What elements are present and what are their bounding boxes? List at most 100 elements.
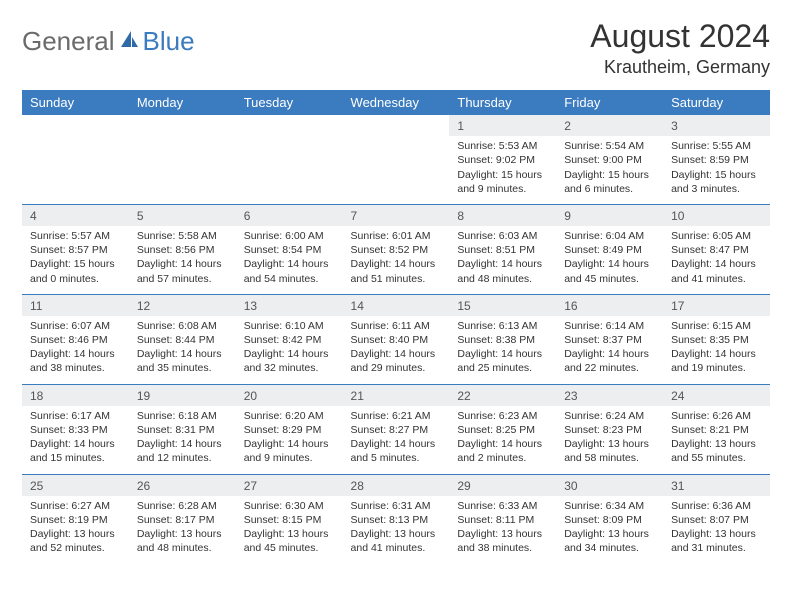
day-info-cell: Sunrise: 6:36 AMSunset: 8:07 PMDaylight:… xyxy=(663,496,770,564)
day-number: 26 xyxy=(137,479,150,493)
day-info-cell: Sunrise: 6:20 AMSunset: 8:29 PMDaylight:… xyxy=(236,406,343,474)
day-info-cell: Sunrise: 6:07 AMSunset: 8:46 PMDaylight:… xyxy=(22,316,129,384)
day-number: 7 xyxy=(351,209,358,223)
day-number-cell: 20 xyxy=(236,384,343,406)
day-number: 18 xyxy=(30,389,43,403)
sunset-text: Sunset: 8:59 PM xyxy=(671,153,762,167)
daylight-text: Daylight: 14 hours and 2 minutes. xyxy=(457,437,548,465)
day-number: 22 xyxy=(457,389,470,403)
day-number-cell: 23 xyxy=(556,384,663,406)
weekday-header: Tuesday xyxy=(236,90,343,115)
day-number: 6 xyxy=(244,209,251,223)
sunset-text: Sunset: 8:33 PM xyxy=(30,423,121,437)
day-number-cell: 16 xyxy=(556,294,663,316)
sunset-text: Sunset: 8:23 PM xyxy=(564,423,655,437)
day-info-cell: Sunrise: 6:27 AMSunset: 8:19 PMDaylight:… xyxy=(22,496,129,564)
sunrise-text: Sunrise: 6:07 AM xyxy=(30,319,121,333)
day-info-cell: Sunrise: 6:21 AMSunset: 8:27 PMDaylight:… xyxy=(343,406,450,474)
sunrise-text: Sunrise: 6:28 AM xyxy=(137,499,228,513)
month-title: August 2024 xyxy=(590,18,770,55)
daylight-text: Daylight: 15 hours and 6 minutes. xyxy=(564,168,655,196)
day-info-cell: Sunrise: 6:23 AMSunset: 8:25 PMDaylight:… xyxy=(449,406,556,474)
weekday-header: Thursday xyxy=(449,90,556,115)
daylight-text: Daylight: 14 hours and 12 minutes. xyxy=(137,437,228,465)
day-info-cell: Sunrise: 5:57 AMSunset: 8:57 PMDaylight:… xyxy=(22,226,129,294)
daylight-text: Daylight: 13 hours and 45 minutes. xyxy=(244,527,335,555)
calendar-table: Sunday Monday Tuesday Wednesday Thursday… xyxy=(22,90,770,563)
sunrise-text: Sunrise: 6:33 AM xyxy=(457,499,548,513)
sunset-text: Sunset: 8:44 PM xyxy=(137,333,228,347)
weekday-header: Monday xyxy=(129,90,236,115)
sunset-text: Sunset: 8:46 PM xyxy=(30,333,121,347)
sunset-text: Sunset: 8:09 PM xyxy=(564,513,655,527)
daylight-text: Daylight: 14 hours and 35 minutes. xyxy=(137,347,228,375)
day-number: 29 xyxy=(457,479,470,493)
weekday-header: Sunday xyxy=(22,90,129,115)
sunrise-text: Sunrise: 6:01 AM xyxy=(351,229,442,243)
weekday-header: Saturday xyxy=(663,90,770,115)
day-number: 20 xyxy=(244,389,257,403)
day-number-cell: 8 xyxy=(449,204,556,226)
sunrise-text: Sunrise: 6:23 AM xyxy=(457,409,548,423)
sunset-text: Sunset: 8:42 PM xyxy=(244,333,335,347)
daylight-text: Daylight: 14 hours and 48 minutes. xyxy=(457,257,548,285)
weekday-header-row: Sunday Monday Tuesday Wednesday Thursday… xyxy=(22,90,770,115)
day-number-cell: 15 xyxy=(449,294,556,316)
daylight-text: Daylight: 14 hours and 15 minutes. xyxy=(30,437,121,465)
sunset-text: Sunset: 8:27 PM xyxy=(351,423,442,437)
day-number-cell: 30 xyxy=(556,474,663,496)
sunset-text: Sunset: 8:57 PM xyxy=(30,243,121,257)
day-number-cell xyxy=(129,115,236,136)
daynum-row: 45678910 xyxy=(22,204,770,226)
daylight-text: Daylight: 13 hours and 41 minutes. xyxy=(351,527,442,555)
location: Krautheim, Germany xyxy=(590,57,770,78)
day-number: 15 xyxy=(457,299,470,313)
info-row: Sunrise: 6:17 AMSunset: 8:33 PMDaylight:… xyxy=(22,406,770,474)
daylight-text: Daylight: 13 hours and 31 minutes. xyxy=(671,527,762,555)
day-number-cell: 18 xyxy=(22,384,129,406)
sunset-text: Sunset: 8:40 PM xyxy=(351,333,442,347)
day-info-cell: Sunrise: 6:01 AMSunset: 8:52 PMDaylight:… xyxy=(343,226,450,294)
sunrise-text: Sunrise: 6:15 AM xyxy=(671,319,762,333)
logo: General Blue xyxy=(22,26,195,57)
sunset-text: Sunset: 8:31 PM xyxy=(137,423,228,437)
day-info-cell: Sunrise: 6:17 AMSunset: 8:33 PMDaylight:… xyxy=(22,406,129,474)
day-info-cell: Sunrise: 6:18 AMSunset: 8:31 PMDaylight:… xyxy=(129,406,236,474)
daylight-text: Daylight: 14 hours and 57 minutes. xyxy=(137,257,228,285)
day-number-cell: 14 xyxy=(343,294,450,316)
sunrise-text: Sunrise: 6:31 AM xyxy=(351,499,442,513)
day-info-cell: Sunrise: 6:00 AMSunset: 8:54 PMDaylight:… xyxy=(236,226,343,294)
daylight-text: Daylight: 14 hours and 5 minutes. xyxy=(351,437,442,465)
daylight-text: Daylight: 14 hours and 29 minutes. xyxy=(351,347,442,375)
sunset-text: Sunset: 8:07 PM xyxy=(671,513,762,527)
sunrise-text: Sunrise: 6:08 AM xyxy=(137,319,228,333)
sunrise-text: Sunrise: 6:03 AM xyxy=(457,229,548,243)
day-number: 17 xyxy=(671,299,684,313)
sunset-text: Sunset: 8:51 PM xyxy=(457,243,548,257)
info-row: Sunrise: 5:53 AMSunset: 9:02 PMDaylight:… xyxy=(22,136,770,204)
day-number-cell: 17 xyxy=(663,294,770,316)
sunset-text: Sunset: 8:37 PM xyxy=(564,333,655,347)
daynum-row: 11121314151617 xyxy=(22,294,770,316)
day-number-cell: 7 xyxy=(343,204,450,226)
day-info-cell: Sunrise: 6:33 AMSunset: 8:11 PMDaylight:… xyxy=(449,496,556,564)
sunset-text: Sunset: 8:13 PM xyxy=(351,513,442,527)
day-number: 12 xyxy=(137,299,150,313)
sunrise-text: Sunrise: 6:21 AM xyxy=(351,409,442,423)
sunrise-text: Sunrise: 6:17 AM xyxy=(30,409,121,423)
day-number-cell: 6 xyxy=(236,204,343,226)
sunrise-text: Sunrise: 6:36 AM xyxy=(671,499,762,513)
sunrise-text: Sunrise: 6:04 AM xyxy=(564,229,655,243)
day-number-cell: 31 xyxy=(663,474,770,496)
day-number-cell: 2 xyxy=(556,115,663,136)
day-number-cell: 28 xyxy=(343,474,450,496)
sunset-text: Sunset: 8:54 PM xyxy=(244,243,335,257)
day-info-cell: Sunrise: 5:53 AMSunset: 9:02 PMDaylight:… xyxy=(449,136,556,204)
day-number-cell xyxy=(22,115,129,136)
daylight-text: Daylight: 14 hours and 32 minutes. xyxy=(244,347,335,375)
day-number-cell: 5 xyxy=(129,204,236,226)
day-info-cell: Sunrise: 6:24 AMSunset: 8:23 PMDaylight:… xyxy=(556,406,663,474)
sunrise-text: Sunrise: 6:27 AM xyxy=(30,499,121,513)
sunset-text: Sunset: 9:00 PM xyxy=(564,153,655,167)
day-number-cell: 12 xyxy=(129,294,236,316)
